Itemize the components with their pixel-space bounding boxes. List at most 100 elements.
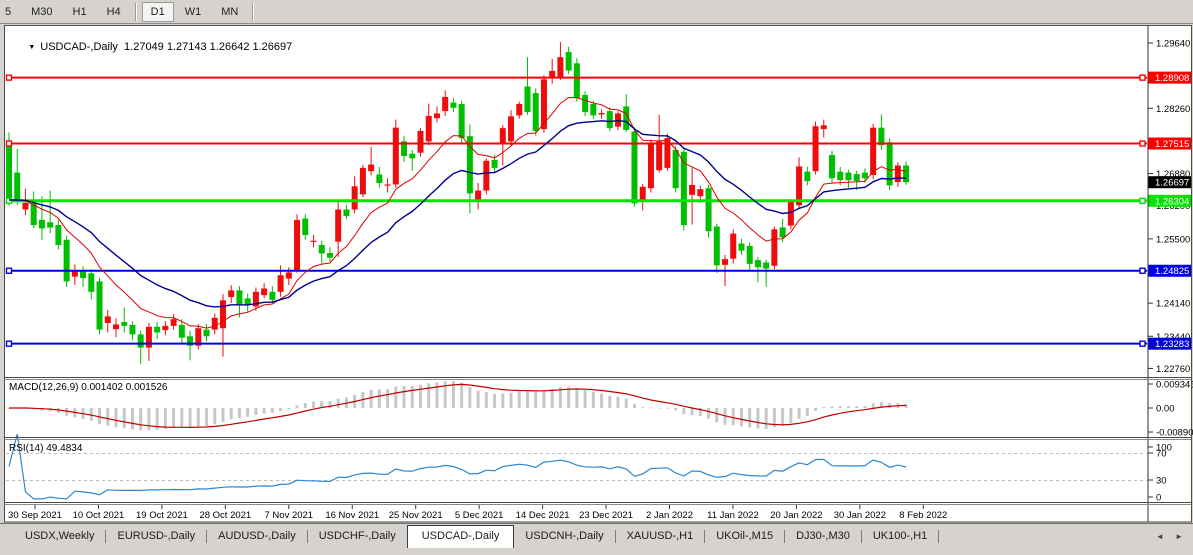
candle-body bbox=[754, 260, 761, 268]
price-tick-label: 1.25500 bbox=[1156, 234, 1190, 245]
price-line-label-text: 1.26697 bbox=[1155, 178, 1189, 189]
candle-body bbox=[705, 188, 712, 232]
timeframe-d1-button[interactable]: D1 bbox=[141, 1, 174, 22]
tab-usdchf-daily[interactable]: USDCHF-,Daily bbox=[318, 530, 396, 542]
candle-body bbox=[162, 325, 169, 331]
candle-body bbox=[22, 202, 29, 210]
candle-body bbox=[178, 324, 185, 338]
macd-histogram-bar bbox=[114, 408, 118, 428]
price-axis[interactable]: 1.296401.282601.268801.262001.255001.241… bbox=[1147, 25, 1192, 522]
candle-body bbox=[269, 291, 276, 300]
tab-scroll-left-icon[interactable]: ◄ bbox=[1155, 532, 1164, 541]
candle-body bbox=[722, 259, 729, 265]
timeframe-w1-button[interactable]: W1 bbox=[176, 2, 211, 22]
time-tick-label: 20 Jan 2022 bbox=[770, 510, 822, 521]
macd-histogram-bar bbox=[772, 408, 776, 428]
macd-histogram-bar bbox=[427, 383, 431, 408]
candle-body bbox=[639, 186, 646, 202]
tab-eurusd-daily[interactable]: EURUSD-,Daily bbox=[117, 530, 196, 542]
candle-body bbox=[359, 167, 366, 195]
candle-body bbox=[540, 79, 547, 130]
candle-body bbox=[211, 317, 218, 330]
macd-histogram-bar bbox=[205, 408, 209, 426]
time-axis[interactable]: 30 Sep 2021 10 Oct 2021 19 Oct 2021 28 Oct … bbox=[8, 505, 947, 521]
macd-histogram-bar bbox=[509, 392, 513, 408]
macd-histogram-bar bbox=[525, 391, 529, 408]
chart-canvas[interactable]: 1.296401.282601.268801.262001.255001.241… bbox=[0, 24, 1193, 523]
candle-body bbox=[861, 172, 868, 179]
timeframe-m30-button[interactable]: M30 bbox=[22, 2, 61, 22]
macd-histogram-bar bbox=[624, 398, 628, 408]
candle-body bbox=[318, 244, 325, 254]
tab-usdcnh-daily[interactable]: USDCNH-,Daily bbox=[525, 530, 604, 542]
candle-body bbox=[285, 272, 292, 279]
price-tick-label: 1.26880 bbox=[1156, 169, 1190, 180]
candle-body bbox=[104, 316, 111, 324]
candle-body bbox=[475, 190, 482, 202]
chart-symbol: USDCAD-,Daily bbox=[40, 41, 118, 53]
candle-body bbox=[450, 102, 457, 108]
macd-histogram-bar bbox=[731, 408, 735, 426]
candle-body bbox=[71, 270, 78, 277]
main-price-panel bbox=[5, 42, 1147, 365]
line-handle[interactable] bbox=[5, 340, 13, 347]
line-handle[interactable] bbox=[1139, 74, 1146, 81]
line-handle[interactable] bbox=[1139, 340, 1146, 347]
candle-body bbox=[508, 116, 515, 142]
line-handle[interactable] bbox=[5, 74, 13, 81]
price-tick-label: 1.28260 bbox=[1156, 104, 1190, 115]
candle-body bbox=[6, 143, 12, 201]
candle-body bbox=[170, 319, 177, 326]
macd-histogram-bar bbox=[822, 406, 826, 408]
macd-histogram-bar bbox=[468, 387, 472, 408]
timeframe-mn-button[interactable]: MN bbox=[212, 2, 247, 22]
line-handle[interactable] bbox=[5, 140, 13, 147]
time-tick-label: 14 Dec 2021 bbox=[516, 510, 570, 521]
macd-histogram-bar bbox=[89, 408, 93, 421]
timeframe-h4-button[interactable]: H4 bbox=[98, 2, 130, 22]
price-line-label bbox=[1148, 71, 1192, 84]
macd-histogram-bar bbox=[229, 408, 233, 420]
macd-histogram-bar bbox=[682, 408, 686, 415]
macd-histogram-bar bbox=[295, 405, 299, 408]
macd-histogram-bar bbox=[386, 389, 390, 408]
tab-dj30-m30[interactable]: DJ30-,M30 bbox=[796, 530, 850, 542]
line-handle[interactable] bbox=[5, 197, 13, 204]
tab-separator bbox=[704, 530, 706, 543]
macd-histogram-bar bbox=[410, 385, 414, 408]
candle-body bbox=[302, 218, 309, 236]
tab-usdcad-daily[interactable]: USDCAD-,Daily bbox=[406, 525, 515, 548]
macd-histogram-bar bbox=[764, 408, 768, 429]
tab-usdx-weekly[interactable]: USDX,Weekly bbox=[25, 530, 95, 542]
chart-background bbox=[5, 25, 1192, 522]
tab-audusd-daily[interactable]: AUDUSD-,Daily bbox=[218, 530, 296, 542]
timeframe-m5-button[interactable]: 5 bbox=[1, 2, 20, 22]
time-tick-label: 10 Oct 2021 bbox=[73, 510, 125, 521]
price-line-label-text: 1.24825 bbox=[1155, 266, 1189, 277]
macd-panel: 0.009345 0.00 -0.008902 bbox=[7, 380, 1193, 439]
line-handle[interactable] bbox=[5, 267, 13, 274]
tab-uk100-h1[interactable]: UK100-,H1 bbox=[872, 530, 928, 542]
macd-histogram-bar bbox=[163, 408, 167, 430]
tab-ukoil-m15[interactable]: UKOil-,M15 bbox=[716, 530, 774, 542]
macd-signal-line bbox=[9, 383, 907, 429]
tab-xauusd-h1[interactable]: XAUUSD-,H1 bbox=[626, 530, 694, 542]
macd-histogram-bar bbox=[98, 408, 102, 424]
candle-body bbox=[63, 239, 70, 282]
tab-scroll-right-icon[interactable]: ► bbox=[1175, 532, 1183, 541]
macd-histogram-bar bbox=[106, 408, 110, 426]
timeframe-h1-button[interactable]: H1 bbox=[64, 2, 96, 22]
chart-ohlc: 1.27049 1.27143 1.26642 1.26697 bbox=[124, 41, 293, 53]
candle-body bbox=[203, 329, 210, 337]
macd-histogram-bar bbox=[419, 384, 422, 408]
line-handle[interactable] bbox=[1139, 267, 1146, 274]
line-handle[interactable] bbox=[1139, 140, 1146, 147]
macd-histogram-bar bbox=[838, 406, 842, 408]
price-line-label bbox=[1148, 194, 1192, 207]
candle-body bbox=[30, 202, 37, 226]
rsi-value: 49.4834 bbox=[46, 443, 83, 454]
candle-body bbox=[219, 300, 226, 329]
candle-body bbox=[812, 126, 819, 172]
line-handle[interactable] bbox=[1139, 197, 1146, 204]
macd-histogram-bar bbox=[879, 402, 883, 408]
